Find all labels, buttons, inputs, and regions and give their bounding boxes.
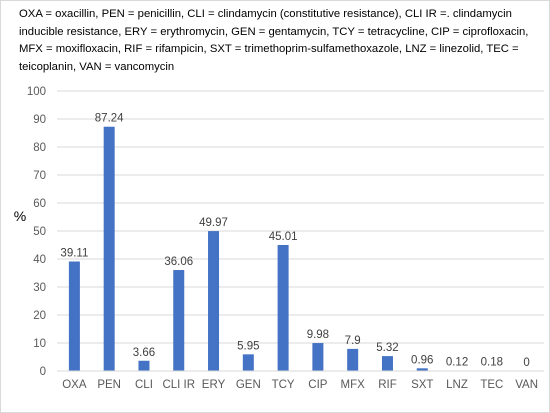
y-tick-label: 90 xyxy=(33,114,46,126)
data-label: 9.98 xyxy=(307,329,329,341)
y-tick-label: 10 xyxy=(33,338,46,350)
data-label: 0.12 xyxy=(446,357,468,369)
x-tick-label: SXT xyxy=(411,379,433,391)
x-tick-label: PEN xyxy=(97,379,121,391)
data-label: 39.11 xyxy=(60,247,88,259)
y-tick-label: 80 xyxy=(33,142,46,154)
x-tick-label: CIP xyxy=(308,379,328,391)
bar-sxt xyxy=(416,368,428,371)
y-tick-label: 50 xyxy=(33,226,46,238)
bar-rif xyxy=(381,356,393,371)
data-label: 7.9 xyxy=(345,335,361,347)
x-tick-label: GEN xyxy=(236,379,261,391)
y-tick-label: 70 xyxy=(33,170,46,182)
data-label: 5.32 xyxy=(376,342,398,354)
x-tick-label: LNZ xyxy=(446,379,468,391)
data-label: 0.96 xyxy=(411,354,433,366)
data-label: 3.66 xyxy=(133,347,155,359)
data-label: 49.97 xyxy=(199,217,228,229)
x-tick-label: VAN xyxy=(515,379,538,391)
y-tick-label: 100 xyxy=(27,86,46,98)
y-tick-label: 30 xyxy=(33,282,46,294)
abbreviation-caption: OXA = oxacillin, PEN = penicillin, CLI =… xyxy=(19,8,529,73)
bar-cli xyxy=(138,360,150,371)
x-tick-label: RIF xyxy=(378,379,397,391)
bar-mfx xyxy=(347,348,359,371)
data-label: 45.01 xyxy=(269,231,298,243)
x-tick-label: CLI IR xyxy=(162,379,195,391)
data-label: 0 xyxy=(523,357,529,369)
data-label: 36.06 xyxy=(164,256,193,268)
gridlines xyxy=(57,90,544,344)
data-label: 0.18 xyxy=(481,356,503,368)
bar-tcy xyxy=(277,244,289,371)
y-axis-ticks: 0 10 20 30 40 50 60 70 80 90 100 xyxy=(27,86,46,378)
y-tick-label: 60 xyxy=(33,198,46,210)
bar-cli-ir xyxy=(173,270,185,371)
y-axis-label: % xyxy=(14,208,26,224)
x-tick-label: ERY xyxy=(202,379,226,391)
x-tick-label: MFX xyxy=(341,379,366,391)
x-tick-label: TCY xyxy=(272,379,295,391)
y-tick-label: 40 xyxy=(33,254,46,266)
y-tick-label: 0 xyxy=(40,366,46,378)
bars xyxy=(68,126,498,371)
x-tick-label: OXA xyxy=(62,379,87,391)
x-tick-label: TEC xyxy=(480,379,503,391)
data-label: 87.24 xyxy=(95,113,124,125)
bar-cip xyxy=(312,343,324,371)
y-tick-label: 20 xyxy=(33,310,46,322)
x-axis-ticks: OXA PEN CLI CLI IR ERY GEN TCY CIP MFX RIF SXT LNZ T… xyxy=(62,379,538,391)
bar-pen xyxy=(103,126,115,371)
bar-oxa xyxy=(68,261,80,371)
bar-ery xyxy=(208,231,220,371)
data-label: 5.95 xyxy=(237,340,259,352)
x-tick-label: CLI xyxy=(135,379,153,391)
data-labels: 39.11 87.24 3.66 36.06 49.97 5.95 45.01 9.98 7.9… xyxy=(60,113,529,369)
bar-gen xyxy=(242,354,254,371)
